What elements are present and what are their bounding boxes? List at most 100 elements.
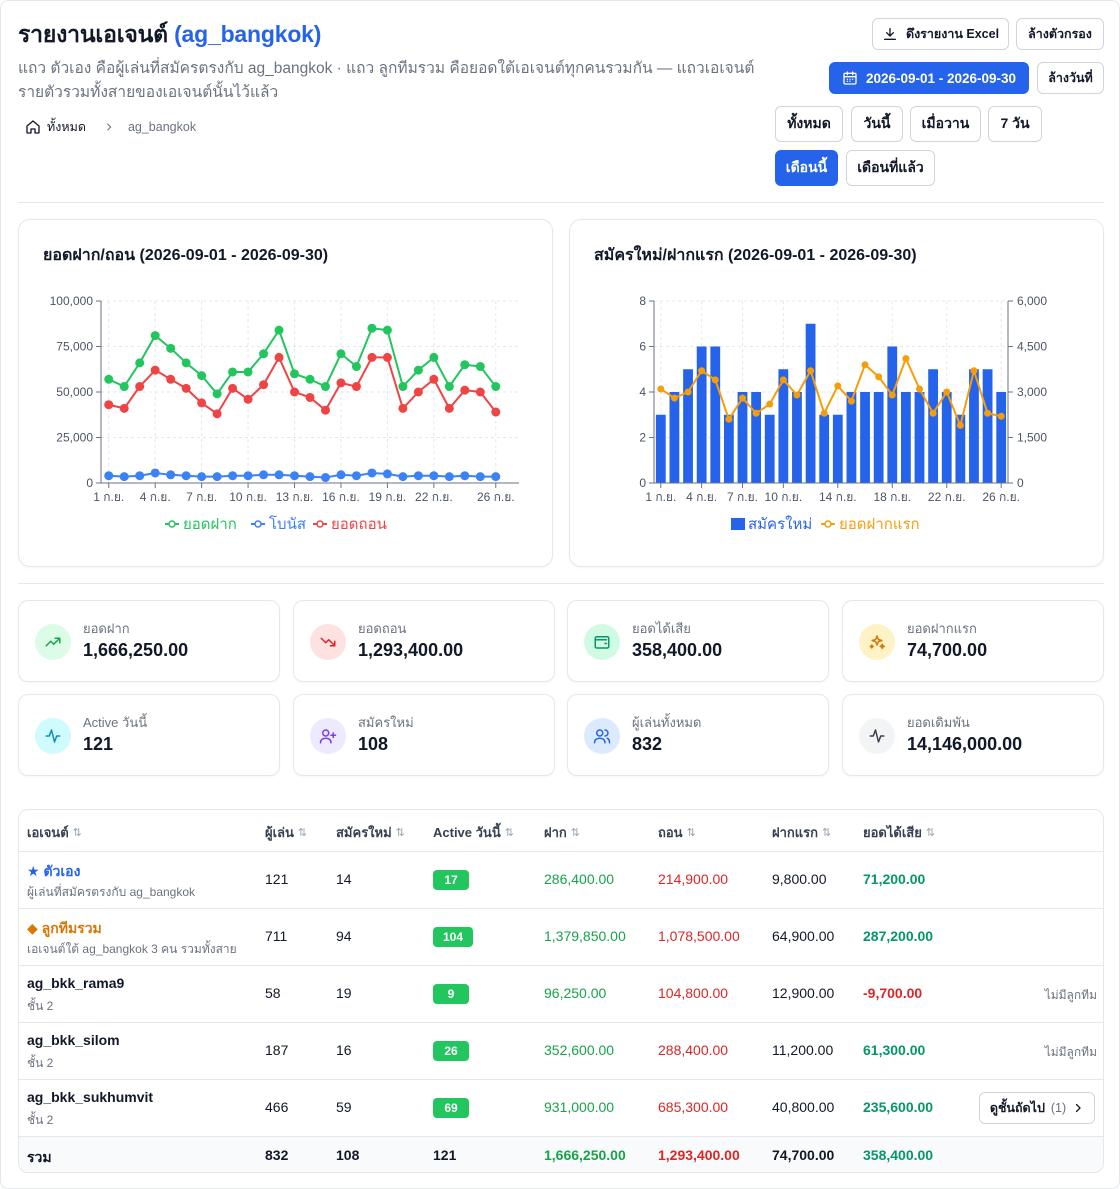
sort-icon: ⇅ (395, 827, 405, 839)
bar (737, 392, 748, 483)
data-point (166, 470, 176, 480)
data-point (460, 360, 470, 370)
x-tick-label: 10 ก.ย. (229, 490, 267, 504)
column-header-players[interactable]: ผู้เล่น ⇅ (265, 825, 308, 840)
new-cell: 14 (336, 871, 352, 887)
withdraw-cell: 685,300.00 (658, 1099, 729, 1115)
data-point (181, 383, 191, 393)
withdraw-cell: 214,900.00 (658, 871, 729, 887)
x-tick-label: 13 ก.ย. (276, 490, 314, 504)
bar (832, 414, 843, 483)
data-point (793, 391, 801, 399)
data-point (834, 382, 842, 390)
data-point (460, 385, 470, 395)
bar (996, 392, 1007, 483)
stat-card-withdraw: ยอดถอน 1,293,400.00 (293, 600, 555, 682)
stat-value: 74,700.00 (907, 640, 988, 660)
drill-down-button[interactable]: ดูชั้นถัดไป (1) (979, 1092, 1095, 1124)
data-point (197, 371, 207, 381)
bar (955, 414, 966, 483)
data-point (367, 352, 377, 362)
column-header-agent[interactable]: เอเจนต์ ⇅ (27, 825, 82, 840)
page-title: รายงานเอเจนต์ (ag_bangkok) (18, 17, 321, 53)
data-point (104, 400, 114, 410)
data-point (444, 472, 454, 482)
clear-filters-button[interactable]: ล้างตัวกรอง (1016, 18, 1104, 50)
user-plus-icon (310, 718, 346, 754)
data-point (752, 409, 760, 417)
stat-label: สมัครใหม่ (358, 715, 414, 730)
data-point (888, 391, 896, 399)
first-deposit-cell: 40,800.00 (772, 1099, 835, 1115)
data-point (166, 374, 176, 384)
preset-last-month-button[interactable]: เดือนที่แล้ว (846, 150, 935, 186)
column-header-withdraw[interactable]: ถอน ⇅ (658, 825, 696, 840)
legend-label: ยอดฝาก (183, 516, 237, 533)
export-excel-button[interactable]: ดึงรายงาน Excel (872, 18, 1009, 50)
stat-label: ยอดถอน (358, 621, 407, 636)
stat-value: 108 (358, 734, 389, 754)
data-point (274, 352, 284, 362)
preset-yesterday-button[interactable]: เมื่อวาน (910, 106, 981, 142)
stat-card-total-bets: ยอดเดิมพัน 14,146,000.00 (842, 694, 1104, 776)
bar (887, 346, 898, 483)
date-range-button[interactable]: 2026-09-01 - 2026-09-30 (829, 62, 1029, 94)
first-deposit-cell: 11,200.00 (772, 1042, 834, 1058)
profit-loss-cell: 235,600.00 (863, 1099, 934, 1115)
data-point (228, 367, 238, 377)
column-header-first-deposit[interactable]: ฝากแรก ⇅ (772, 825, 832, 840)
clear-date-button[interactable]: ล้างวันที่ (1037, 62, 1104, 94)
trending-up-icon (35, 624, 71, 660)
data-point (274, 470, 284, 480)
stat-value: 832 (632, 734, 663, 754)
stat-card-total-players: ผู้เล่นทั้งหมด 832 (567, 694, 829, 776)
data-point (398, 382, 408, 392)
export-excel-label: ดึงรายงาน Excel (905, 27, 1000, 41)
x-tick-label: 1 ก.ย. (93, 490, 124, 504)
breadcrumb-home[interactable]: ทั้งหมด (25, 117, 86, 137)
divider (18, 202, 1104, 203)
bar (914, 392, 925, 483)
preset-this-month-button[interactable]: เดือนนี้ (775, 150, 838, 186)
data-point (150, 468, 160, 478)
sort-icon: ⇅ (72, 827, 82, 839)
stat-card-profit-loss: ยอดได้เสีย 358,400.00 (567, 600, 829, 682)
column-header-active[interactable]: Active วันนี้ ⇅ (433, 825, 514, 840)
data-point (398, 472, 408, 482)
sort-icon: ⇅ (297, 827, 308, 839)
legend-swatch-dot (824, 520, 832, 528)
column-header-new[interactable]: สมัครใหม่ ⇅ (336, 825, 405, 840)
bar (941, 392, 952, 483)
column-header-deposit[interactable]: ฝาก ⇅ (544, 825, 581, 840)
bar (655, 414, 666, 483)
agent-sub: ชั้น 2 (27, 1056, 54, 1070)
agent-sub: เอเจนต์ใต้ ag_bangkok 3 คน รวมทั้งสาย (27, 942, 237, 956)
activity-icon (35, 718, 71, 754)
players-cell: 466 (265, 1099, 289, 1115)
preset-today-button[interactable]: วันนี้ (851, 106, 903, 142)
legend-label: โบนัส (269, 515, 306, 533)
data-point (228, 383, 238, 393)
preset-7days-button[interactable]: 7 วัน (988, 106, 1042, 142)
total-active: 121 (433, 1147, 457, 1163)
data-point (956, 421, 964, 429)
total-deposit: 1,666,250.00 (544, 1147, 626, 1163)
chevron-right-icon (1076, 1103, 1081, 1113)
column-header-profit-loss[interactable]: ยอดได้เสีย ⇅ (863, 825, 936, 840)
data-point (119, 472, 129, 482)
players-cell: 58 (265, 985, 281, 1001)
data-point (351, 471, 361, 481)
bar (819, 414, 830, 483)
legend-swatch-dot (168, 520, 176, 528)
y-tick-label-left: 6 (639, 340, 646, 354)
data-point (290, 471, 300, 481)
preset-all-button[interactable]: ทั้งหมด (775, 106, 843, 142)
agent-table: เอเจนต์ ⇅ ผู้เล่น ⇅ สมัครใหม่ ⇅ Active วันน… (18, 809, 1104, 1173)
users-icon (584, 718, 620, 754)
x-tick-label: 26 ก.ย. (982, 490, 1020, 504)
data-point (444, 403, 454, 413)
data-point (135, 382, 145, 392)
sort-icon: ⇅ (504, 827, 514, 839)
deposit-withdraw-chart: 0 25,000 50,000 75,000 100,000 1 ก.ย. 4 ก.ย. 7 … (50, 294, 519, 533)
data-point (212, 472, 222, 482)
